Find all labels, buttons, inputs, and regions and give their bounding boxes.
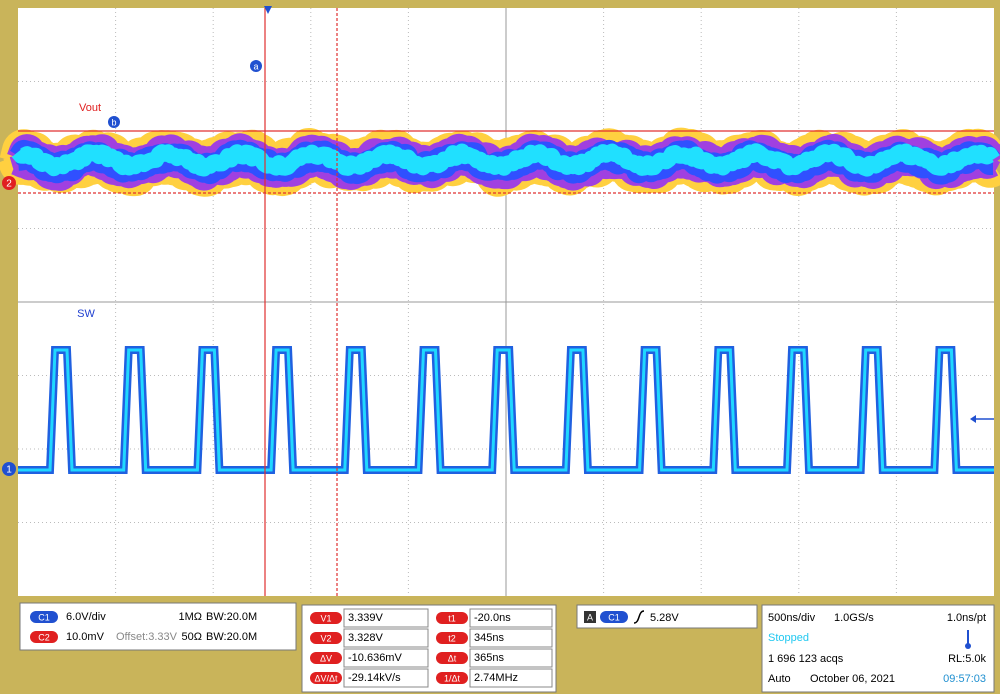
cursor-value: 345ns (474, 632, 504, 644)
trigger-source: C1 (608, 612, 620, 622)
ch1-marker: 1 (6, 465, 12, 476)
channel-impedance: 1MΩ (178, 611, 202, 623)
acq-mode: Auto (768, 673, 791, 685)
trigger-mode: A (587, 612, 593, 622)
cursor-name: Δt (448, 653, 457, 663)
cursor-name: ΔV/Δt (314, 673, 338, 683)
channel-scale: 10.0mV (66, 631, 105, 643)
trigger-level: 5.28V (650, 612, 679, 624)
channel-offset: Offset:3.33V (116, 631, 178, 643)
sample-rate: 1.0GS/s (834, 612, 874, 624)
acq-state: Stopped (768, 632, 809, 644)
channel-scale: 6.0V/div (66, 611, 106, 623)
cursor-value: 365ns (474, 652, 504, 664)
ch1-label: SW (77, 308, 95, 320)
channel-impedance: 50Ω (182, 631, 202, 643)
cursor-name: t1 (448, 613, 456, 623)
cursor-name: V2 (320, 633, 331, 643)
cursor-value: -29.14kV/s (348, 672, 401, 684)
cursor-value: 2.74MHz (474, 672, 518, 684)
channel-bandwidth: BW:20.0M (206, 611, 257, 623)
cursor-name: t2 (448, 633, 456, 643)
cursor-name: 1/Δt (444, 673, 461, 683)
record-length: RL:5.0k (948, 653, 986, 665)
cursor-a: a (253, 61, 258, 71)
cursor-value: -20.0ns (474, 612, 511, 624)
roll-indicator-dot (965, 643, 971, 649)
cursor-name: ΔV (320, 653, 332, 663)
cursor-name: V1 (320, 613, 331, 623)
resolution: 1.0ns/pt (947, 612, 986, 624)
acq-time: 09:57:03 (943, 673, 986, 685)
cursor-value: -10.636mV (348, 652, 402, 664)
cursor-b: b (111, 117, 116, 127)
acq-count: 1 696 123 acqs (768, 653, 844, 665)
channel-badge: C1 (38, 612, 50, 622)
channel-bandwidth: BW:20.0M (206, 631, 257, 643)
ch2-label: Vout (79, 102, 101, 114)
ch2-marker: 2 (6, 179, 12, 190)
acq-date: October 06, 2021 (810, 673, 895, 685)
cursor-value: 3.339V (348, 612, 384, 624)
channel-badge: C2 (38, 632, 50, 642)
cursor-value: 3.328V (348, 632, 384, 644)
timebase: 500ns/div (768, 612, 816, 624)
